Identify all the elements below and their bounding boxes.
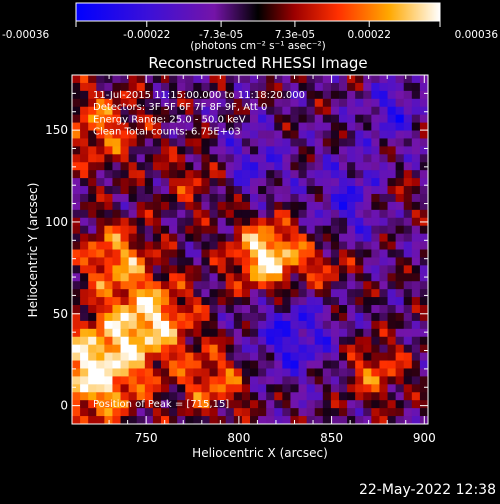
timestamp: 22-May-2022 12:38 [359,482,496,498]
y-tick-label: 50 [53,307,68,321]
peak-position-label: Position of Peak = [715,15] [93,399,229,410]
axis-ticks [72,74,428,425]
chart-title: Reconstructed RHESSI Image [148,54,367,72]
colorbar-units: (photons cm⁻² s⁻¹ asec⁻²) [190,40,325,52]
plot-annotations: 11-Jul-2015 11:15:00.000 to 11:18:20.000… [93,90,305,138]
colorbar-tick-label: -0.00022 [123,29,170,41]
colorbar-tick-label: 0.00022 [348,29,391,41]
y-tick-label: 0 [60,399,68,413]
x-tick-label: 900 [413,431,436,445]
annotation-line: Energy Range: 25.0 - 50.0 keV [93,114,246,125]
heatmap-image [72,75,429,425]
annotation-line: Detectors: 3F 5F 6F 7F 8F 9F, Att 0 [93,102,267,113]
x-axis-label: Heliocentric X (arcsec) [192,446,328,460]
x-tick-label: 750 [135,431,158,445]
colorbar-tick-label: 7.3e-05 [275,29,315,41]
y-tick-label: 150 [45,123,68,137]
x-tick-label: 800 [227,431,250,445]
annotation-line: 11-Jul-2015 11:15:00.000 to 11:18:20.000 [93,90,305,101]
colorbar-ticks [75,21,441,27]
colorbar-tick-label: -0.00036 [2,29,50,41]
y-tick-label: 100 [45,215,68,229]
y-axis-label: Heliocentric Y (arcsec) [26,183,40,318]
colorbar-tick-label: -7.3e-05 [199,29,243,41]
colorbar [75,2,441,22]
axis-tick-labels: 750 800 850 900 0 50 100 150 [45,123,436,445]
colorbar-tick-labels: -0.00036 -0.00022 -7.3e-05 7.3e-05 0.00022 0.… [2,29,498,41]
colorbar-tick-label: 0.00036 [455,29,499,41]
annotation-line: Clean Total counts: 6.75E+03 [93,127,241,138]
x-tick-label: 850 [320,431,343,445]
plot-frame [71,74,429,425]
